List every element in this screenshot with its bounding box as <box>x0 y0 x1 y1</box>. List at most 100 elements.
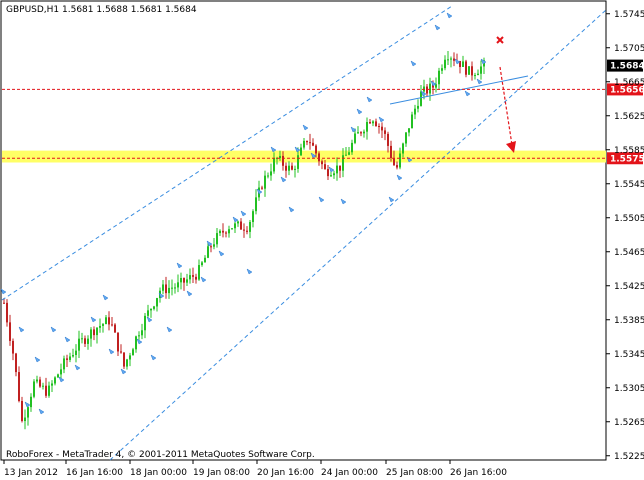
candle-body <box>87 338 89 344</box>
candle-body <box>105 317 107 325</box>
candle-body <box>117 332 119 352</box>
candle-body <box>45 385 47 396</box>
candle-body <box>75 350 77 356</box>
candle-body <box>27 407 29 418</box>
x-tick-label: 24 Jan 00:00 <box>321 468 378 478</box>
candle-body <box>306 140 308 143</box>
fractal-marker <box>340 198 347 205</box>
candle-body <box>408 128 410 133</box>
fractal-marker <box>176 262 183 269</box>
candle-body <box>201 262 203 266</box>
candle-body <box>234 223 236 229</box>
fractal-marker <box>430 80 437 87</box>
chart-footer: RoboForex - MetaTrader 4, © 2001-2011 Me… <box>6 450 315 460</box>
current-price-label: 1.5684 <box>610 62 644 72</box>
candle-body <box>285 165 287 171</box>
candle-body <box>153 306 155 309</box>
candles-layer <box>3 51 485 430</box>
candle-body <box>417 105 419 109</box>
candle-body <box>396 165 398 168</box>
candle-body <box>450 58 452 60</box>
y-tick-label: 1.5505 <box>614 214 644 224</box>
plot-area <box>0 0 607 461</box>
fractal-marker <box>328 166 335 173</box>
fractal-markers <box>0 12 487 415</box>
candle-body <box>468 66 470 75</box>
candle-body <box>390 145 392 158</box>
candle-body <box>474 75 476 77</box>
fractal-marker <box>366 96 373 103</box>
fractal-marker <box>434 24 441 31</box>
candle-body <box>327 169 329 177</box>
y-tick-label: 1.5705 <box>614 44 644 54</box>
fractal-marker <box>136 338 143 345</box>
fractal-marker <box>146 316 153 323</box>
candle-body <box>282 155 284 166</box>
fractal-marker <box>256 188 263 195</box>
candle-body <box>240 221 242 230</box>
fractal-marker <box>420 90 427 97</box>
candle-body <box>288 165 290 171</box>
candle-body <box>273 158 275 172</box>
candle-body <box>180 278 182 283</box>
fractal-marker <box>476 78 483 85</box>
candle-body <box>342 155 344 171</box>
candle-body <box>315 145 317 154</box>
candle-body <box>231 228 233 230</box>
y-tick-label: 1.5225 <box>614 452 644 462</box>
candle-body <box>6 302 8 323</box>
candle-body <box>264 175 266 189</box>
candle-body <box>15 353 17 373</box>
candle-body <box>279 155 281 159</box>
candle-body <box>162 284 164 291</box>
y-tick-label: 1.5305 <box>614 384 644 394</box>
fractal-marker <box>232 216 239 223</box>
candle-body <box>462 61 464 67</box>
trend-line <box>389 75 529 105</box>
fractal-marker <box>294 146 301 153</box>
candle-body <box>222 230 224 233</box>
candle-body <box>363 131 365 134</box>
forecast-arrow <box>499 66 516 153</box>
fractal-marker <box>464 90 471 97</box>
candle-body <box>381 126 383 131</box>
candle-body <box>300 147 302 156</box>
candle-body <box>393 157 395 166</box>
y-tick-label: 1.5625 <box>614 112 644 122</box>
candle-body <box>402 143 404 154</box>
fractal-marker <box>480 58 487 65</box>
fractal-marker <box>38 408 45 415</box>
fractal-marker <box>24 401 31 408</box>
fractal-marker <box>102 294 109 301</box>
candle-body <box>51 383 53 386</box>
fractal-marker <box>318 196 325 203</box>
candle-body <box>480 66 482 74</box>
target-zone <box>2 150 606 163</box>
fractal-marker <box>454 58 461 65</box>
fractal-marker <box>74 364 81 371</box>
candle-body <box>246 230 248 232</box>
candle-body <box>69 356 71 360</box>
candle-body <box>237 221 239 224</box>
candle-body <box>33 381 35 397</box>
candle-body <box>465 61 467 75</box>
candle-body <box>420 91 422 106</box>
channel-upper <box>1 5 453 301</box>
candle-body <box>123 352 125 367</box>
candle-body <box>192 275 194 277</box>
candle-body <box>471 66 473 76</box>
candle-body <box>399 153 401 168</box>
candle-body <box>36 379 38 382</box>
candle-body <box>39 379 41 387</box>
fractal-marker <box>206 240 213 247</box>
fractal-marker <box>18 326 25 333</box>
fractal-marker <box>246 268 253 275</box>
candle-body <box>447 59 449 61</box>
candle-body <box>294 168 296 170</box>
candle-body <box>30 396 32 408</box>
candle-body <box>141 330 143 336</box>
fractal-marker <box>218 250 225 257</box>
fractal-marker <box>120 368 127 375</box>
candle-body <box>459 61 461 67</box>
